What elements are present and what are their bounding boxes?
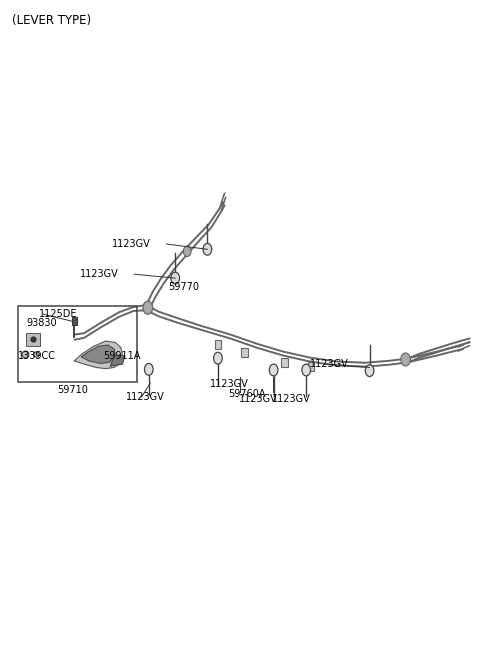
Text: 93830: 93830 (26, 318, 57, 328)
Text: 1123GV: 1123GV (272, 394, 311, 404)
Circle shape (365, 365, 374, 377)
Circle shape (183, 246, 191, 256)
Bar (18, 306, 137, 382)
Circle shape (171, 272, 180, 284)
Bar (241, 348, 248, 357)
Text: 59770: 59770 (168, 281, 199, 292)
Circle shape (144, 363, 153, 375)
Circle shape (214, 352, 222, 364)
Circle shape (143, 301, 153, 314)
Polygon shape (74, 341, 122, 369)
Circle shape (203, 243, 212, 255)
Text: 59760A: 59760A (228, 388, 266, 399)
Text: 1123GV: 1123GV (112, 239, 151, 249)
Text: 1123GV: 1123GV (126, 392, 165, 402)
Bar (26, 333, 40, 346)
Bar (215, 340, 221, 349)
Text: 59710: 59710 (58, 384, 88, 395)
Circle shape (401, 353, 410, 366)
Text: 1123GV: 1123GV (310, 359, 348, 369)
Text: 1123GV: 1123GV (80, 269, 119, 279)
Polygon shape (110, 356, 125, 366)
Text: 1123GV: 1123GV (239, 394, 278, 404)
Circle shape (269, 364, 278, 376)
Bar (72, 317, 77, 325)
Polygon shape (82, 345, 115, 363)
Text: 59911A: 59911A (103, 351, 141, 361)
Text: 1125DE: 1125DE (39, 309, 78, 319)
Text: 1339CC: 1339CC (18, 350, 56, 361)
Circle shape (302, 364, 311, 376)
Text: (LEVER TYPE): (LEVER TYPE) (12, 14, 91, 28)
Bar (308, 362, 314, 371)
Bar (281, 358, 288, 367)
Text: 1123GV: 1123GV (210, 379, 249, 389)
